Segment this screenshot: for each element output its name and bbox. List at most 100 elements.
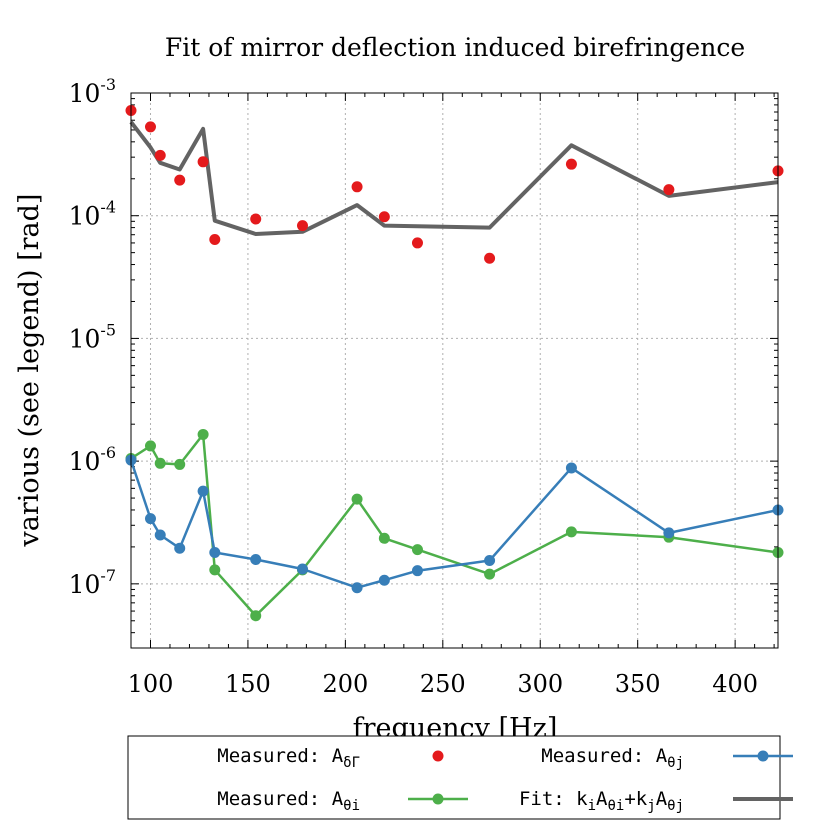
legend-main: A — [656, 745, 668, 767]
y-tick-labels: 10-710-610-510-410-3 — [69, 75, 116, 599]
legend-subscript: j — [647, 798, 655, 814]
legend-text: +k — [624, 788, 647, 810]
y-tick-label: 10-3 — [69, 75, 116, 108]
data-point-dgamma — [565, 158, 577, 170]
data-point-thetai — [250, 610, 262, 622]
data-point-dgamma — [209, 233, 221, 245]
series-line-thetaj — [129, 459, 779, 589]
x-tick-label: 400 — [712, 670, 758, 698]
data-point-thetai — [144, 440, 156, 452]
data-point-dgamma — [250, 213, 262, 225]
x-tick-label: 200 — [322, 670, 368, 698]
series-line-thetai — [130, 433, 779, 617]
legend-box — [127, 735, 781, 820]
data-point-thetai — [565, 526, 577, 538]
y-tick-exponent: -7 — [100, 566, 116, 585]
data-point-thetaj — [209, 547, 221, 559]
x-tick-label: 100 — [128, 670, 174, 698]
series-thetai — [125, 428, 784, 622]
legend-label-thetai: Measured: Aθi — [217, 788, 360, 814]
legend-main: A — [332, 745, 344, 767]
data-point-thetaj — [197, 485, 209, 497]
data-point-thetaj — [296, 563, 308, 575]
legend-subscript: θi — [608, 798, 625, 814]
data-point-dgamma — [296, 220, 308, 232]
y-tick-exponent: -5 — [100, 320, 116, 339]
axis-ticks — [130, 92, 778, 649]
legend-label-thetaj: Measured: Aθj — [541, 745, 684, 771]
y-axis-label: various (see legend) [rad] — [14, 194, 45, 548]
legend-prefix: Fit: — [519, 788, 576, 810]
data-point-dgamma — [174, 174, 186, 186]
legend-subscript: i — [588, 798, 596, 814]
series-fit — [129, 120, 779, 236]
data-point-dgamma — [663, 184, 675, 196]
data-point-thetaj — [663, 527, 675, 539]
series-thetaj — [125, 454, 784, 594]
legend-main: A — [332, 788, 344, 810]
legend-subscript: θi — [343, 798, 360, 814]
data-point-dgamma — [484, 252, 496, 264]
data-point-thetaj — [144, 513, 156, 525]
y-tick-exponent: -3 — [100, 75, 116, 94]
legend-sample-point-thetaj — [757, 750, 769, 762]
x-tick-labels: 100 150 200 250 300 350 400 — [128, 670, 758, 698]
y-tick-label: 10-4 — [69, 198, 116, 231]
legend-subscript: δΓ — [343, 755, 360, 771]
data-point-thetai — [378, 532, 390, 544]
data-point-thetaj — [154, 529, 166, 541]
y-tick-base: 10 — [69, 447, 101, 476]
chart-title: Fit of mirror deflection induced birefri… — [165, 33, 745, 62]
x-tick-label: 350 — [615, 670, 661, 698]
data-point-thetai — [484, 568, 496, 580]
y-tick-base: 10 — [69, 79, 101, 108]
data-point-dgamma — [351, 181, 363, 193]
y-tick-label: 10-5 — [69, 320, 116, 353]
data-point-thetaj — [174, 542, 186, 554]
x-tick-label: 300 — [517, 670, 563, 698]
x-tick-label: 250 — [420, 670, 466, 698]
legend-subscript: θj — [667, 798, 684, 814]
data-point-thetai — [154, 457, 166, 469]
x-tick-label: 150 — [225, 670, 271, 698]
legend-label-dgamma: Measured: AδΓ — [217, 745, 360, 771]
y-tick-exponent: -4 — [100, 198, 116, 217]
data-point-thetaj — [378, 574, 390, 586]
data-point-thetaj — [411, 565, 423, 577]
data-point-thetaj — [250, 553, 262, 565]
series-line-fit — [129, 120, 779, 236]
data-point-dgamma — [378, 211, 390, 223]
y-tick-label: 10-6 — [69, 443, 116, 476]
data-point-thetai — [411, 544, 423, 556]
data-point-dgamma — [197, 156, 209, 168]
legend-sample-point-dgamma — [432, 750, 444, 762]
data-point-dgamma — [154, 149, 166, 161]
y-tick-label: 10-7 — [69, 566, 116, 599]
data-point-thetaj — [351, 582, 363, 594]
legend-label-fit: Fit: kiAθi+kjAθj — [519, 788, 684, 814]
series-layer — [125, 105, 784, 622]
legend-prefix: Measured: — [217, 788, 331, 810]
data-point-thetaj — [484, 554, 496, 566]
data-point-thetai — [351, 493, 363, 505]
data-point-dgamma — [144, 121, 156, 133]
legend-subscript: θj — [667, 755, 684, 771]
data-point-dgamma — [411, 237, 423, 249]
legend-prefix: Measured: — [217, 745, 331, 767]
y-tick-base: 10 — [69, 570, 101, 599]
data-point-thetai — [174, 458, 186, 470]
y-tick-base: 10 — [69, 324, 101, 353]
legend-text: A — [656, 788, 668, 810]
data-point-thetaj — [565, 462, 577, 474]
data-point-thetai — [197, 428, 209, 440]
legend-prefix: Measured: — [541, 745, 655, 767]
legend-sample-point-thetai — [432, 793, 444, 805]
data-point-thetai — [209, 564, 221, 576]
legend-text: A — [596, 788, 608, 810]
legend-text: k — [576, 788, 588, 810]
y-tick-exponent: -6 — [100, 443, 116, 462]
series-dgamma — [125, 105, 784, 264]
plot-frame — [130, 92, 779, 649]
